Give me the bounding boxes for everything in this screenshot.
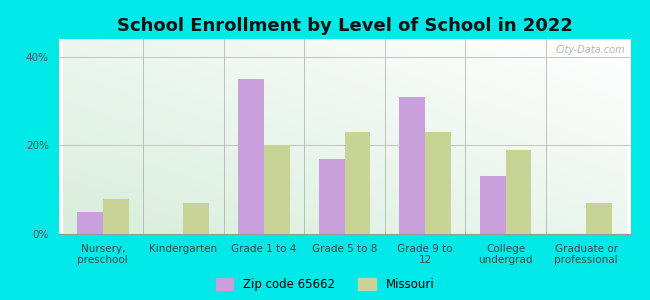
Bar [586, 203, 612, 234]
Legend: Zip code 65662, Missouri: Zip code 65662, Missouri [216, 278, 434, 291]
Bar [506, 150, 532, 234]
Title: School Enrollment by Level of School in 2022: School Enrollment by Level of School in … [116, 17, 573, 35]
Bar [183, 203, 209, 234]
Bar [238, 79, 264, 234]
Bar [103, 199, 129, 234]
Bar [264, 146, 290, 234]
Bar [480, 176, 506, 234]
Bar [318, 159, 344, 234]
Bar [399, 97, 425, 234]
Text: City-Data.com: City-Data.com [555, 45, 625, 55]
Bar [344, 132, 370, 234]
Bar [425, 132, 451, 234]
Bar [77, 212, 103, 234]
